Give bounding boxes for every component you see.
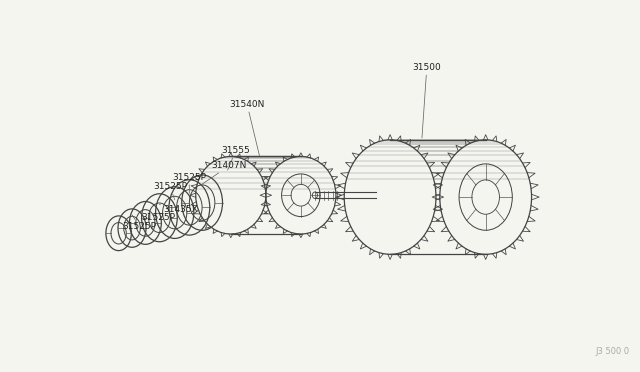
Text: 31500: 31500 xyxy=(412,63,441,138)
Text: 31525P: 31525P xyxy=(172,173,206,193)
Text: 31555: 31555 xyxy=(221,147,250,170)
Text: 31525P: 31525P xyxy=(141,209,175,222)
Text: 31525P: 31525P xyxy=(122,215,156,231)
Text: 31540N: 31540N xyxy=(230,100,265,156)
Text: J3 500 0: J3 500 0 xyxy=(595,347,629,356)
Text: 31435X: 31435X xyxy=(159,205,198,215)
Text: 31407N: 31407N xyxy=(202,161,247,184)
Text: 31525P: 31525P xyxy=(153,182,187,200)
